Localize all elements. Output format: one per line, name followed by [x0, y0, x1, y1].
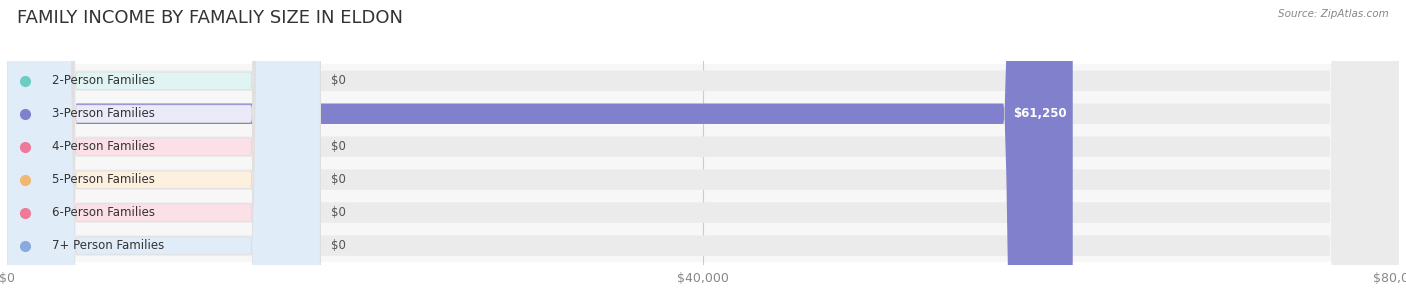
Text: FAMILY INCOME BY FAMALIY SIZE IN ELDON: FAMILY INCOME BY FAMALIY SIZE IN ELDON: [17, 9, 404, 27]
Text: 7+ Person Families: 7+ Person Families: [52, 239, 165, 252]
Bar: [7, 64, 1399, 97]
FancyBboxPatch shape: [7, 0, 1399, 305]
Bar: [7, 130, 1399, 163]
Text: 2-Person Families: 2-Person Families: [52, 74, 155, 87]
Text: $61,250: $61,250: [1014, 107, 1067, 120]
FancyBboxPatch shape: [7, 0, 321, 305]
Text: $0: $0: [332, 173, 346, 186]
FancyBboxPatch shape: [7, 0, 321, 305]
FancyBboxPatch shape: [7, 0, 321, 305]
Text: $0: $0: [332, 206, 346, 219]
FancyBboxPatch shape: [7, 0, 321, 305]
FancyBboxPatch shape: [7, 0, 1399, 305]
Bar: [7, 196, 1399, 229]
FancyBboxPatch shape: [7, 0, 321, 305]
FancyBboxPatch shape: [7, 0, 1399, 305]
Text: $0: $0: [332, 239, 346, 252]
FancyBboxPatch shape: [7, 0, 1399, 305]
Bar: [7, 229, 1399, 262]
Text: Source: ZipAtlas.com: Source: ZipAtlas.com: [1278, 9, 1389, 19]
Text: 3-Person Families: 3-Person Families: [52, 107, 155, 120]
Bar: [7, 97, 1399, 130]
Text: $0: $0: [332, 74, 346, 87]
Text: $0: $0: [332, 140, 346, 153]
FancyBboxPatch shape: [7, 0, 1399, 305]
FancyBboxPatch shape: [7, 0, 1399, 305]
Bar: [7, 163, 1399, 196]
Text: 5-Person Families: 5-Person Families: [52, 173, 155, 186]
FancyBboxPatch shape: [7, 0, 1073, 305]
FancyBboxPatch shape: [7, 0, 321, 305]
Text: 6-Person Families: 6-Person Families: [52, 206, 155, 219]
Text: 4-Person Families: 4-Person Families: [52, 140, 155, 153]
